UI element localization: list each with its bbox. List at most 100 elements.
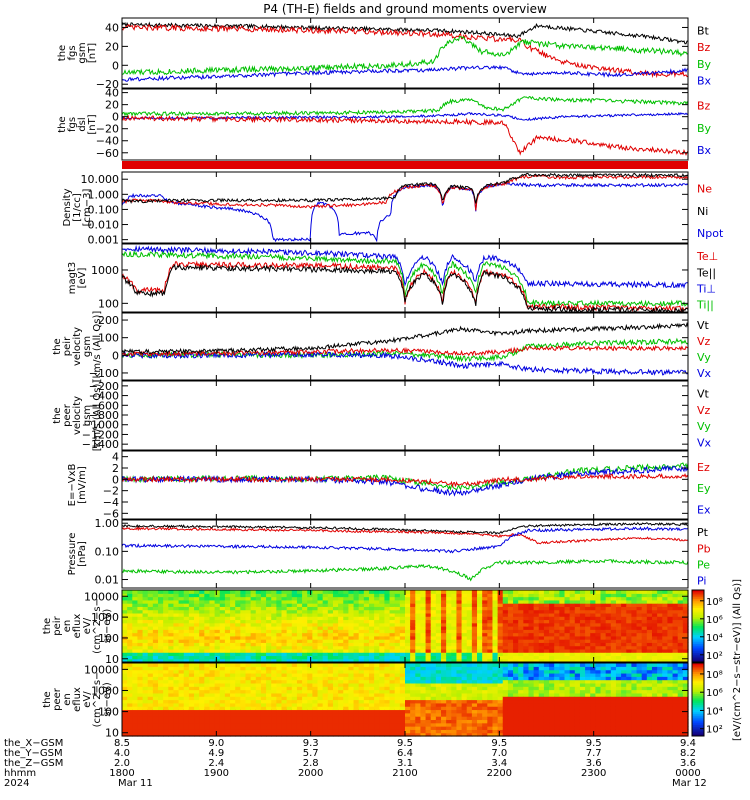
spectrogram-cell	[631, 722, 638, 727]
spectrogram-cell	[646, 599, 653, 604]
spectrogram-cell	[430, 689, 437, 694]
spectrogram-cell	[497, 606, 504, 611]
spectrogram-cell	[610, 666, 617, 671]
spectrogram-cell	[255, 642, 262, 647]
spectrogram-cell	[312, 619, 319, 624]
spectrogram-cell	[209, 702, 216, 707]
spectrogram-cell	[579, 686, 586, 691]
spectrogram-cell	[662, 689, 669, 694]
spectrogram-cell	[446, 716, 452, 721]
spectrogram-cell	[636, 629, 643, 634]
spectrogram-cell	[142, 669, 149, 674]
spectrogram-cell	[168, 622, 175, 627]
spectrogram-cell	[358, 726, 365, 730]
spectrogram-cell	[327, 606, 334, 611]
spectrogram-cell	[672, 682, 679, 687]
spectrogram-cell	[168, 676, 175, 681]
spectrogram-cell	[399, 696, 406, 701]
spectrogram-cell	[178, 696, 185, 701]
spectrogram-cell	[518, 658, 524, 663]
spectrogram-cell	[199, 590, 205, 594]
spectrogram-cell	[610, 635, 617, 640]
spectrogram-cell	[574, 629, 581, 634]
spectrogram-cell	[430, 699, 437, 704]
spectrogram-cell	[492, 689, 499, 694]
spectrogram-cell	[513, 626, 519, 630]
spectrogram-cell	[338, 629, 344, 634]
spectrogram-cell	[194, 679, 200, 684]
spectrogram-cell	[636, 732, 643, 737]
colorbar-segment	[692, 590, 704, 593]
spectrogram-cell	[338, 632, 344, 637]
spectrogram-cell	[559, 663, 566, 667]
spectrogram-cell	[425, 612, 432, 617]
spectrogram-cell	[533, 648, 540, 653]
spectrogram-cell	[667, 686, 674, 691]
spectrogram-cell	[543, 593, 550, 598]
spectrogram-cell	[590, 603, 596, 607]
spectrogram-cell	[435, 729, 442, 734]
spectrogram-cell	[626, 692, 632, 697]
spectrogram-cell	[353, 629, 360, 634]
spectrogram-cell	[533, 689, 540, 694]
spectrogram-cell	[672, 696, 679, 701]
spectrogram-cell	[384, 642, 391, 647]
spectrogram-cell	[435, 686, 442, 691]
spectrogram-cell	[502, 655, 509, 660]
spectrogram-cell	[307, 616, 313, 621]
spectrogram-cell	[158, 719, 164, 724]
spectrogram-cell	[549, 635, 555, 640]
spectrogram-cell	[255, 639, 262, 643]
spectrogram-cell	[250, 639, 257, 643]
spectrogram-cell	[559, 666, 566, 671]
spectrogram-cell	[374, 696, 380, 701]
spectrogram-cell	[564, 676, 571, 681]
spectrogram-cell	[307, 648, 313, 653]
spectrogram-cell	[605, 692, 612, 697]
spectrogram-cell	[585, 692, 591, 697]
spectrogram-cell	[214, 722, 221, 727]
spectrogram-cell	[142, 622, 149, 627]
spectrogram-cell	[338, 729, 344, 734]
spectrogram-cell	[250, 702, 257, 707]
spectrogram-cell	[451, 622, 458, 627]
spectrogram-cell	[240, 699, 247, 704]
spectrogram-cell	[374, 716, 380, 721]
spectrogram-cell	[188, 639, 195, 643]
spectrogram-cell	[219, 686, 226, 691]
spectrogram-cell	[574, 669, 581, 674]
spectrogram-cell	[513, 712, 519, 717]
spectrogram-cell	[482, 619, 488, 624]
spectrogram-cell	[276, 669, 283, 674]
spectrogram-cell	[302, 719, 308, 724]
spectrogram-cell	[667, 612, 674, 617]
spectrogram-cell	[230, 639, 236, 643]
spectrogram-cell	[302, 652, 308, 657]
spectrogram-cell	[461, 590, 468, 594]
spectrogram-cell	[199, 645, 205, 650]
spectrogram-cell	[595, 655, 602, 660]
spectrogram-cell	[132, 706, 139, 711]
spectrogram-cell	[585, 655, 591, 660]
spectrogram-cell	[312, 679, 319, 684]
spectrogram-cell	[152, 626, 159, 630]
spectrogram-cell	[389, 652, 396, 657]
spectrogram-cell	[199, 635, 205, 640]
spectrogram-cell	[435, 626, 442, 630]
spectrogram-cell	[158, 679, 164, 684]
spectrogram-cell	[142, 609, 149, 614]
spectrogram-cell	[353, 658, 360, 663]
spectrogram-cell	[255, 706, 262, 711]
spectrogram-cell	[410, 726, 416, 730]
spectrogram-cell	[358, 716, 365, 721]
spectrogram-cell	[250, 590, 257, 594]
spectrogram-cell	[533, 629, 540, 634]
spectrogram-cell	[492, 732, 499, 737]
spectrogram-cell	[307, 732, 313, 737]
spectrogram-cell	[456, 692, 463, 697]
spectrogram-cell	[543, 663, 550, 667]
spectrogram-cell	[230, 726, 236, 730]
spectrogram-cell	[142, 648, 149, 653]
spectrogram-cell	[260, 590, 267, 594]
spectrogram-cell	[528, 679, 535, 684]
